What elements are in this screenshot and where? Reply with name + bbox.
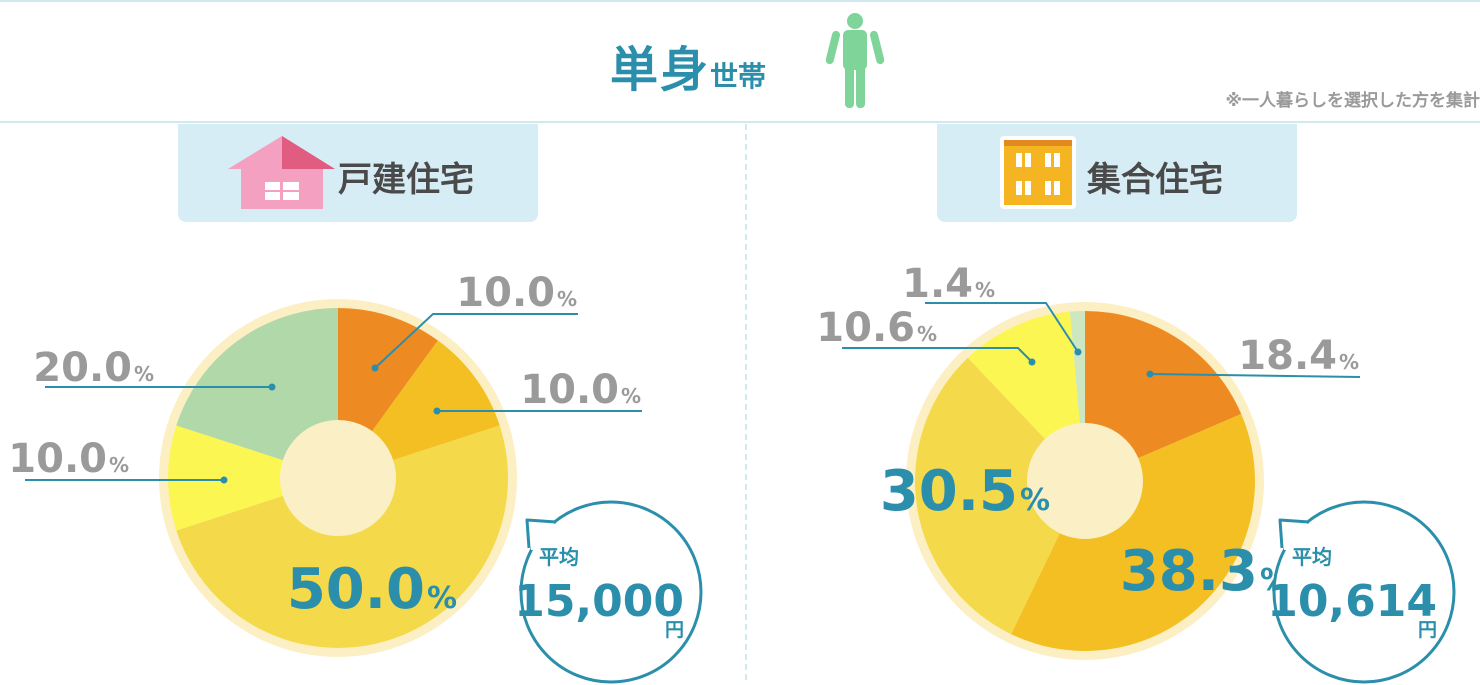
pie-center-hole bbox=[1027, 423, 1143, 539]
data-label: 18.4 bbox=[1238, 333, 1337, 379]
leader-dot bbox=[268, 383, 276, 391]
badge-tail-mask bbox=[531, 524, 559, 550]
average-label: 平均 bbox=[1292, 545, 1332, 569]
top-border bbox=[0, 0, 1480, 2]
data-label-unit: % bbox=[1020, 483, 1050, 518]
data-label: 20.0 bbox=[33, 345, 132, 391]
pie-slice bbox=[915, 357, 1085, 635]
badge-circle bbox=[1272, 500, 1456, 684]
data-label-unit: % bbox=[427, 581, 457, 616]
average-unit: 円 bbox=[1418, 619, 1437, 641]
leader-line bbox=[842, 347, 1033, 363]
average-value: 10,614 bbox=[1267, 576, 1437, 627]
banner-apartment: 集合住宅 bbox=[937, 124, 1297, 222]
leader-dot bbox=[1146, 370, 1154, 378]
data-label-unit: % bbox=[1339, 350, 1359, 374]
data-label: 10.6 bbox=[816, 305, 915, 351]
data-label: 10.0 bbox=[456, 270, 555, 316]
pie-slice bbox=[167, 425, 338, 531]
person-icon bbox=[825, 13, 885, 108]
data-label-unit: % bbox=[134, 362, 154, 386]
average-unit: 円 bbox=[665, 619, 684, 641]
leader-dot bbox=[371, 364, 379, 372]
leader-line bbox=[925, 302, 1079, 353]
banner-label: 戸建住宅 bbox=[338, 160, 474, 200]
average-label: 平均 bbox=[539, 545, 579, 569]
building-icon bbox=[1000, 136, 1076, 209]
center-divider bbox=[745, 124, 747, 680]
data-label-unit: % bbox=[975, 278, 995, 302]
footnote: ※一人暮らしを選択した方を集計 bbox=[1225, 91, 1480, 111]
data-label-unit: % bbox=[917, 322, 937, 346]
title-sub: 世帯 bbox=[710, 60, 767, 93]
pie-slice bbox=[1011, 413, 1255, 651]
banner-label: 集合住宅 bbox=[1087, 160, 1223, 200]
data-label: 1.4 bbox=[902, 261, 973, 307]
house-icon bbox=[228, 136, 335, 209]
leader-line bbox=[1149, 373, 1361, 378]
data-label-unit: % bbox=[557, 287, 577, 311]
pie-center-hole bbox=[280, 420, 396, 536]
banner-detached-house: 戸建住宅 bbox=[178, 124, 538, 222]
data-label: 38.3 bbox=[1120, 539, 1258, 604]
leader-dot bbox=[1074, 348, 1082, 356]
data-label: 30.5 bbox=[880, 459, 1018, 524]
data-label: 50.0 bbox=[287, 557, 425, 622]
leader-dot bbox=[1028, 358, 1036, 366]
leader-dot bbox=[433, 407, 441, 415]
pie-slice bbox=[176, 308, 338, 478]
data-label-unit: % bbox=[621, 384, 641, 408]
data-label: 10.0 bbox=[520, 367, 619, 413]
leader-dot bbox=[220, 476, 228, 484]
pie-slice bbox=[176, 425, 508, 648]
leader-line bbox=[374, 313, 578, 369]
header-divider bbox=[0, 121, 1480, 123]
badge-circle bbox=[519, 500, 703, 684]
title-main: 単身 bbox=[610, 42, 711, 98]
data-label-unit: % bbox=[109, 453, 129, 477]
data-label: 10.0 bbox=[8, 436, 107, 482]
average-value: 15,000 bbox=[514, 576, 684, 627]
page-title: 単身世帯 bbox=[610, 30, 766, 100]
badge-tail-mask bbox=[1284, 524, 1312, 550]
